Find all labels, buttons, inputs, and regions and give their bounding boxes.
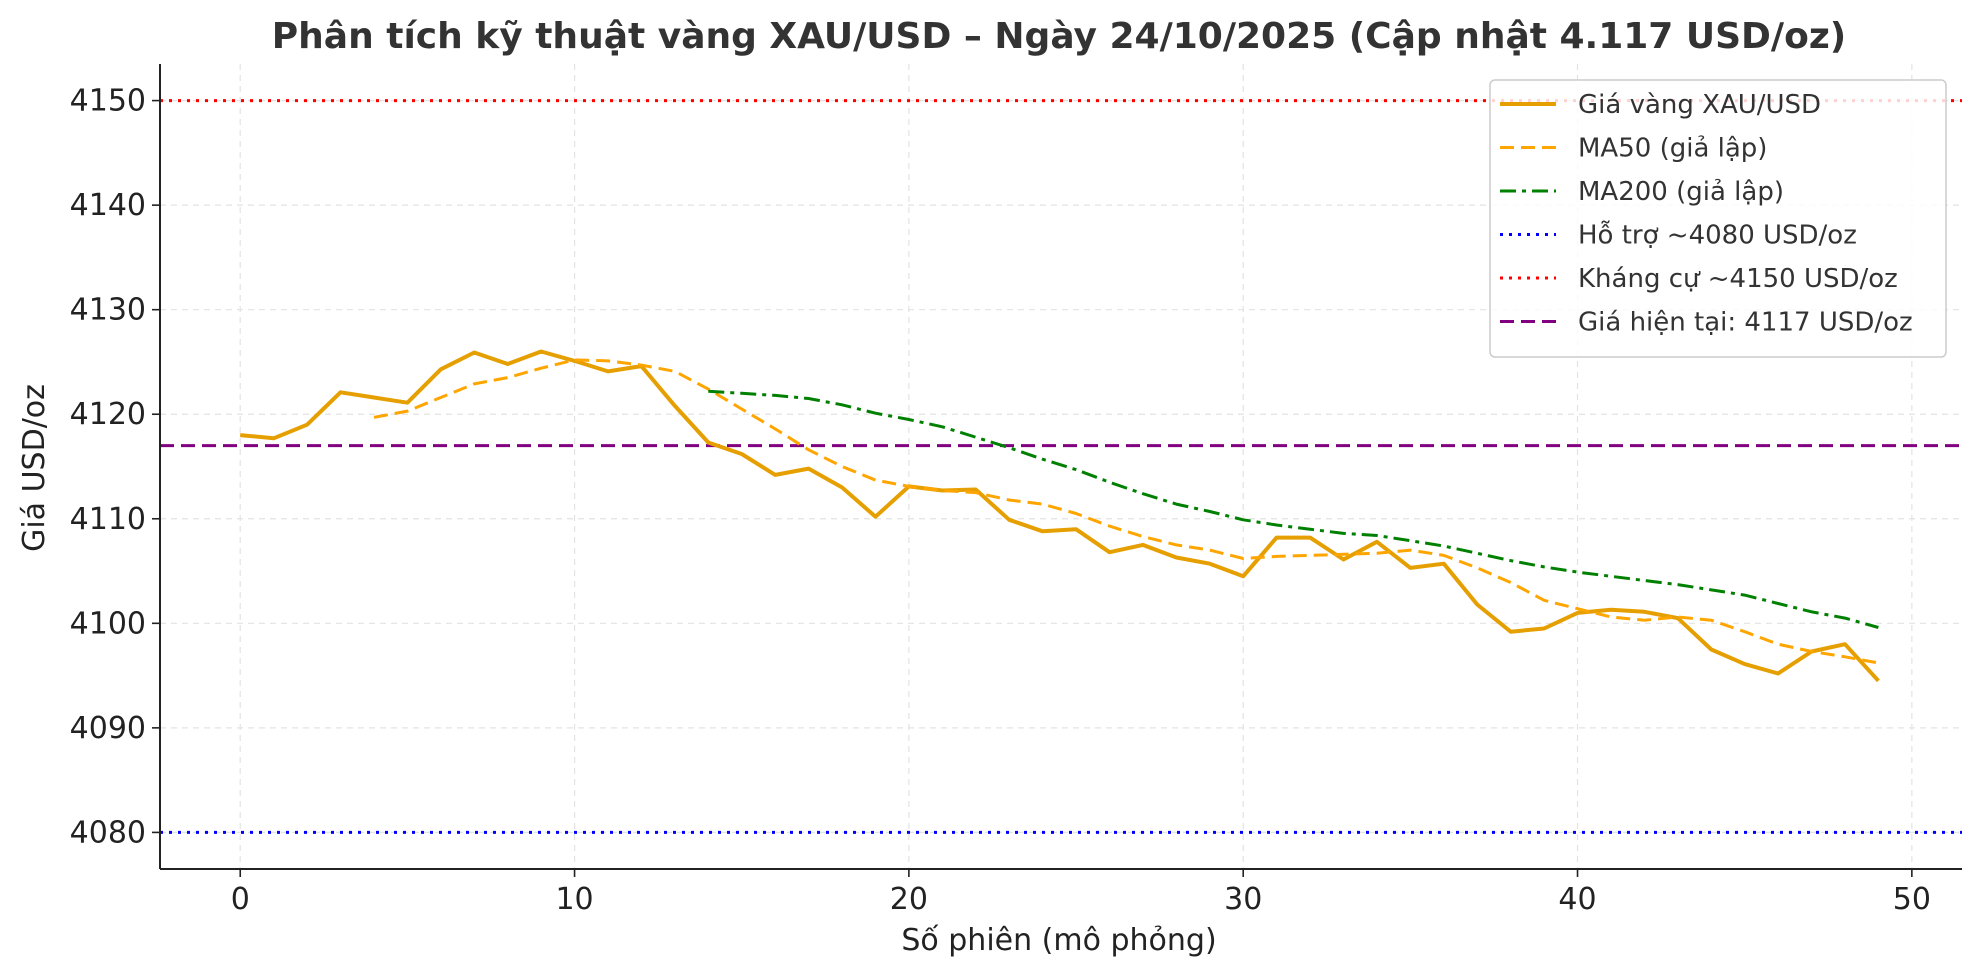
x-tick-label: 50 [1893, 882, 1931, 917]
x-tick-label: 0 [231, 882, 250, 917]
legend-label-ma200-gia-lap: MA200 (giả lập) [1578, 177, 1784, 207]
x-tick-label: 30 [1224, 882, 1262, 917]
grid [160, 64, 1962, 869]
y-tick-label: 4120 [70, 397, 146, 432]
series-line-gia-vang-xau-usd [240, 349, 1880, 683]
x-tick-label: 10 [555, 882, 593, 917]
y-tick-label: 4100 [70, 606, 146, 641]
y-tick-label: 4130 [70, 293, 146, 328]
x-axis-ticks: 0 10 20 30 40 50 [231, 869, 1931, 917]
y-tick-label: 4150 [70, 84, 146, 119]
x-tick-label: 20 [890, 882, 928, 917]
chart-title: Phân tích kỹ thuật vàng XAU/USD – Ngày 2… [272, 16, 1846, 57]
axes [159, 64, 1962, 870]
legend: Giá vàng XAU/USD MA50 (giả lập) MA200 (giả… [1489, 79, 1947, 358]
y-axis-ticks: 4080 4090 4100 4110 4120 4130 4140 4150 [70, 84, 160, 850]
y-tick-label: 4080 [70, 815, 146, 850]
legend-label-ho-tro-4080-usd-oz: Hỗ trợ ~4080 USD/oz [1578, 220, 1857, 251]
legend-box [1489, 79, 1947, 358]
legend-label-khang-cu-4150-usd-oz: Kháng cự ~4150 USD/oz [1578, 264, 1898, 294]
legend-label-gia-vang-xau-usd: Giá vàng XAU/USD [1578, 90, 1821, 120]
y-axis-label: Giá USD/oz [17, 384, 52, 552]
y-tick-label: 4110 [70, 502, 146, 537]
reference-lines [160, 99, 1962, 834]
series-line-ma50-gia-lap [373, 358, 1879, 665]
series-lines [240, 349, 1880, 683]
series-line-ma200-gia-lap [708, 389, 1879, 629]
legend-label-ma50-gia-lap: MA50 (giả lập) [1578, 134, 1767, 164]
legend-label-gia-hien-tai-4117-usd-oz: Giá hiện tại: 4117 USD/oz [1578, 308, 1913, 338]
x-axis-label: Số phiên (mô phỏng) [901, 923, 1216, 958]
y-tick-label: 4090 [70, 711, 146, 746]
x-tick-label: 40 [1558, 882, 1596, 917]
y-tick-label: 4140 [70, 188, 146, 223]
